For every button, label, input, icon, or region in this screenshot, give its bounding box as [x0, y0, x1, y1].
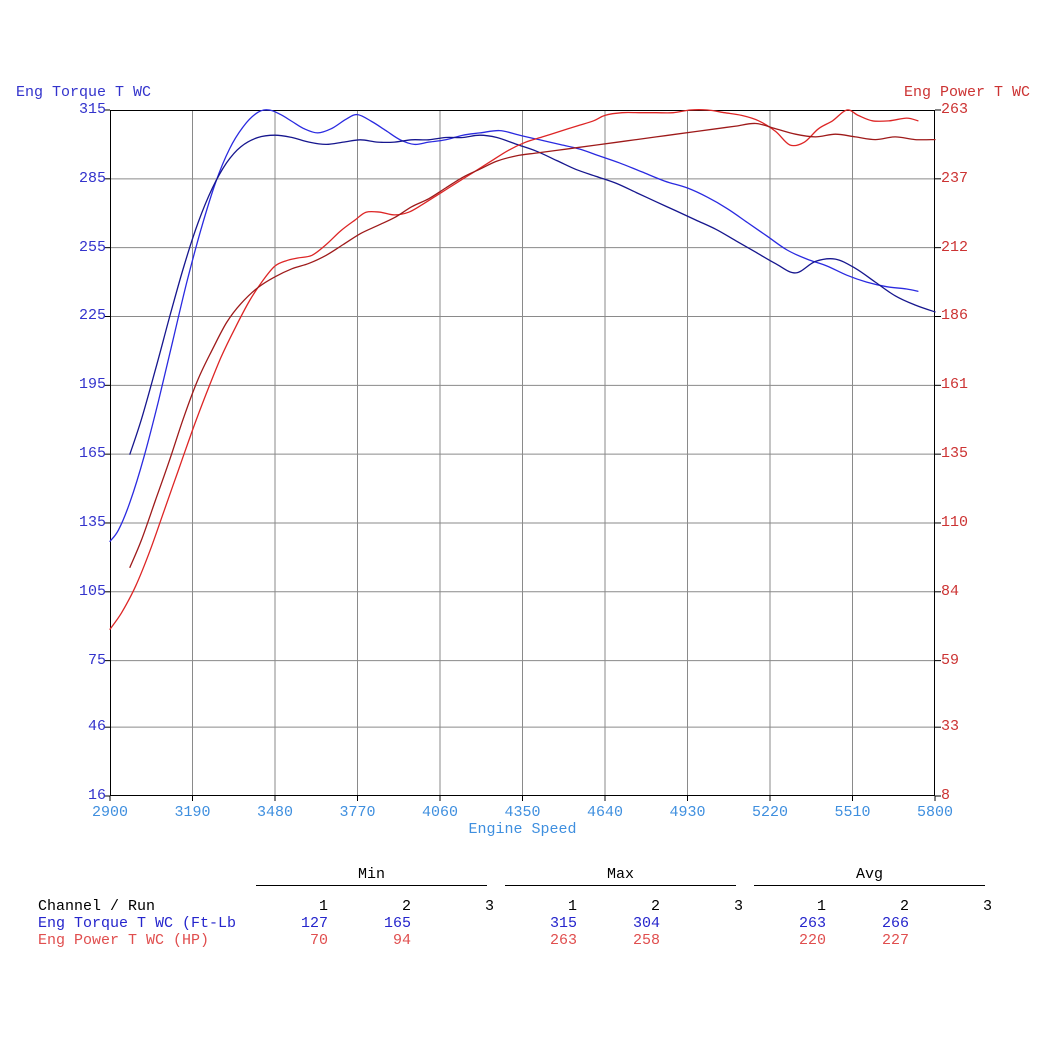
curve-eng-torque-t-wc-run-1 [109, 109, 919, 542]
stats-run-column-label: 3 [484, 898, 494, 915]
x-tick-label: 4060 [421, 804, 458, 821]
x-tick-label: 3480 [256, 804, 293, 821]
stats-run-column-label: 2 [650, 898, 660, 915]
y-left-tick-label: 75 [87, 651, 106, 669]
y-right-tick-label: 33 [941, 718, 960, 736]
stats-run-column-label: 1 [567, 898, 577, 915]
y-left-tick-label: 255 [78, 238, 106, 256]
stats-run-column-label: 2 [899, 898, 909, 915]
right-axis-title: Eng Power T WC [903, 84, 1030, 101]
y-left-tick-label: 225 [78, 307, 106, 325]
stats-value-cell [911, 932, 994, 949]
stats-table: Min Max Avg Channel / Run 1 2 3 1 2 3 1 2 3 Eng Torqu… [38, 866, 994, 949]
stats-value-cell: 258 [632, 932, 660, 949]
left-axis-title: Eng Torque T WC [16, 84, 152, 101]
y-right-tick-label: 263 [941, 101, 969, 118]
curve-eng-torque-t-wc-run-2 [129, 134, 936, 455]
y-right-tick-label: 135 [941, 445, 969, 463]
stats-row-header: Channel / Run [38, 898, 156, 915]
stats-header-spacer [38, 886, 994, 898]
stats-run-column-label: 2 [401, 898, 411, 915]
stats-value-cell [413, 915, 496, 932]
plot-border [110, 110, 935, 796]
y-right-tick-label: 84 [941, 582, 960, 600]
y-left-tick-label: 165 [78, 445, 106, 463]
y-right-tick-label: 237 [941, 169, 969, 187]
stats-channel-label: Eng Power T WC (HP) [38, 932, 210, 949]
y-left-tick-label: 135 [78, 513, 106, 531]
stats-group-header-max: Max [505, 866, 736, 886]
y-left-tick-label: 315 [78, 101, 106, 118]
x-axis-title: Engine Speed [468, 821, 577, 838]
stats-value-cell [413, 932, 496, 949]
y-left-tick-label: 195 [78, 376, 106, 394]
stats-value-cell: 127 [300, 915, 328, 932]
y-left-tick-label: 285 [78, 169, 106, 187]
y-right-tick-label: 59 [941, 651, 960, 669]
stats-value-cell: 165 [383, 915, 411, 932]
stats-value-cell: 94 [392, 932, 411, 949]
curve-eng-power-t-wc-run-1 [109, 109, 919, 630]
y-right-tick-label: 110 [941, 513, 969, 531]
stats-run-column-label: 1 [318, 898, 328, 915]
stats-value-cell: 220 [798, 932, 826, 949]
stats-value-cell: 70 [309, 932, 328, 949]
stats-value-cell: 266 [881, 915, 909, 932]
stats-value-cell: 304 [632, 915, 660, 932]
stats-value-cell: 315 [549, 915, 577, 932]
stats-value-cell: 263 [549, 932, 577, 949]
stats-value-cell [662, 932, 745, 949]
x-tick-label: 4640 [586, 804, 623, 821]
x-tick-label: 3770 [339, 804, 376, 821]
stats-value-cell [662, 915, 745, 932]
y-left-tick-label: 16 [87, 787, 106, 804]
stats-run-column-label: 3 [733, 898, 743, 915]
stats-group-header-avg: Avg [754, 866, 985, 886]
dyno-chart-plot-area [104, 109, 941, 801]
x-tick-label: 5220 [751, 804, 788, 821]
x-tick-label: 4350 [504, 804, 541, 821]
x-tick-label: 5510 [834, 804, 871, 821]
y-left-tick-label: 105 [78, 582, 106, 600]
stats-group-header-min: Min [256, 866, 487, 886]
stats-value-cell [911, 915, 994, 932]
stats-channel-label: Eng Torque T WC (Ft-Lb [38, 915, 237, 932]
y-right-tick-label: 212 [941, 238, 969, 256]
x-tick-label: 4930 [669, 804, 706, 821]
x-tick-label: 5800 [916, 804, 953, 821]
y-right-tick-label: 186 [941, 307, 969, 325]
stats-run-column-label: 1 [816, 898, 826, 915]
stats-value-cell: 227 [881, 932, 909, 949]
stats-run-column-label: 3 [982, 898, 992, 915]
y-left-tick-label: 46 [87, 718, 106, 736]
x-tick-label: 3190 [174, 804, 211, 821]
stats-value-cell: 263 [798, 915, 826, 932]
y-right-tick-label: 8 [941, 787, 951, 804]
y-right-tick-label: 161 [941, 376, 969, 394]
x-tick-label: 2900 [91, 804, 128, 821]
curve-eng-power-t-wc-run-2 [129, 122, 936, 568]
